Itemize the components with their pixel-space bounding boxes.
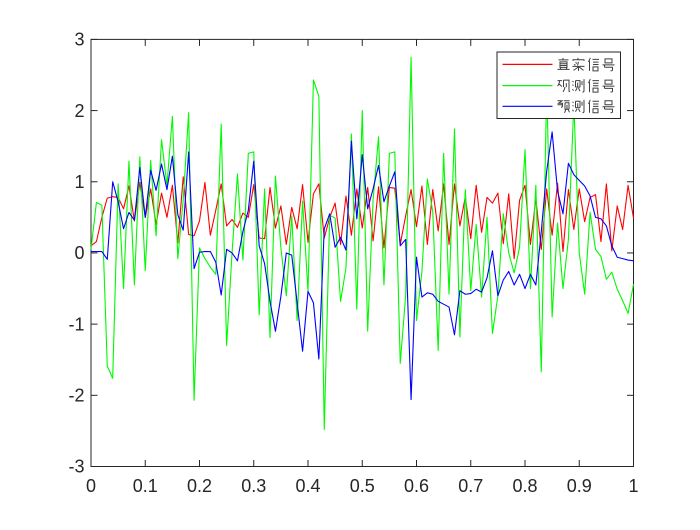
svg-text:0.6: 0.6 <box>404 476 429 496</box>
svg-text:0.3: 0.3 <box>241 476 266 496</box>
svg-text:-1: -1 <box>68 314 84 334</box>
svg-text:0.7: 0.7 <box>458 476 483 496</box>
svg-text:1: 1 <box>628 476 638 496</box>
svg-text:0: 0 <box>74 243 84 263</box>
svg-text:2: 2 <box>74 101 84 121</box>
svg-text:0: 0 <box>86 476 96 496</box>
svg-text:0.9: 0.9 <box>567 476 592 496</box>
svg-text:1: 1 <box>74 172 84 192</box>
svg-text:-3: -3 <box>68 457 84 477</box>
svg-text:-2: -2 <box>68 386 84 406</box>
svg-text:0.1: 0.1 <box>133 476 158 496</box>
svg-text:0.2: 0.2 <box>187 476 212 496</box>
svg-text:0.4: 0.4 <box>295 476 320 496</box>
svg-text:3: 3 <box>74 30 84 50</box>
svg-text:0.8: 0.8 <box>512 476 537 496</box>
svg-text:0.5: 0.5 <box>350 476 375 496</box>
